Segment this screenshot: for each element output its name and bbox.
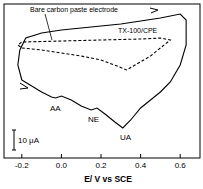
x-axis-label: E/ V vs SCE <box>84 174 132 184</box>
cv-curve <box>18 14 186 128</box>
x-tick-label: 0.0 <box>56 161 68 170</box>
x-tick-label: -0.2 <box>15 161 29 170</box>
chart: -0.2 0.0 0.2 0.4 0.6 E/ V vs SCE TX-100/CPE Bar… <box>0 0 203 189</box>
peak-label: UA <box>120 133 132 142</box>
x-tick-label: 0.2 <box>95 161 107 170</box>
x-tick-label: 0.6 <box>175 161 187 170</box>
x-tick <box>180 154 181 158</box>
x-tick <box>21 154 22 158</box>
leader-line <box>45 14 52 40</box>
x-tick <box>61 154 62 158</box>
peak-label: NE <box>88 115 99 124</box>
series-label: TX-100/CPE <box>118 27 158 34</box>
x-tick-label: 0.4 <box>135 161 147 170</box>
scan-arrow <box>20 83 28 89</box>
cv-curve <box>18 38 170 70</box>
plot-frame <box>4 4 200 158</box>
scale-bar-cap <box>12 130 16 131</box>
scan-arrow <box>150 8 158 13</box>
series-label: Bare carbon paste electrode <box>30 6 118 14</box>
x-tick <box>101 154 102 158</box>
curves <box>18 14 186 128</box>
scale-bar <box>14 130 15 150</box>
x-tick <box>140 154 141 158</box>
peak-label: AA <box>50 104 61 113</box>
scale-bar-cap <box>12 150 16 151</box>
scale-bar-label: 10 μA <box>18 136 40 145</box>
